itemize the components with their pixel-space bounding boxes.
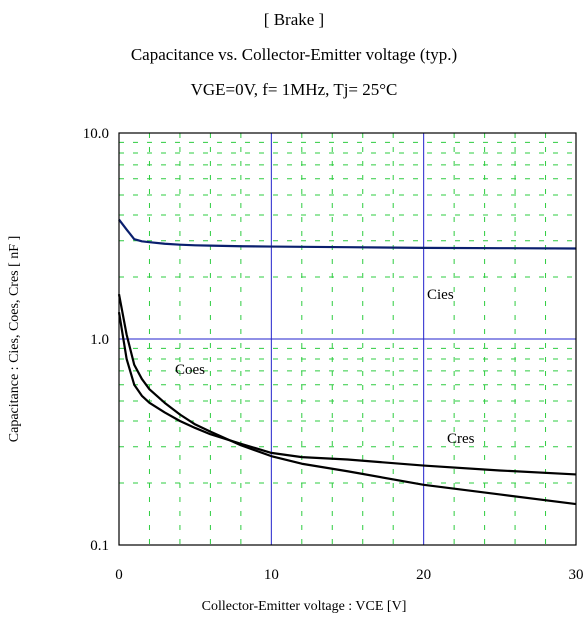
series-line-cres [117, 311, 577, 476]
annotation-cies: Cies [427, 287, 454, 303]
major-grid [119, 133, 576, 545]
chart-conditions: VGE=0V, f= 1MHz, Tj= 25°C [190, 80, 398, 99]
annotation-cres: Cres [447, 431, 475, 447]
annotation-coes: Coes [175, 362, 205, 378]
x-tick-label: 30 [569, 567, 584, 583]
tick-layer: 0 10 20 30 0.1 1.0 10.0 [83, 126, 584, 583]
chart-title: [ Brake ] [263, 10, 325, 29]
series-line-coes [117, 293, 577, 506]
chart-subtitle: Capacitance vs. Collector-Emitter voltag… [130, 45, 458, 64]
x-tick-label: 20 [416, 567, 431, 583]
x-tick-label: 0 [115, 567, 123, 583]
series-layer [117, 218, 577, 506]
minor-grid [119, 133, 576, 545]
series-line-cies [118, 218, 577, 250]
x-axis-label: Collector-Emitter voltage : VCE [V] [202, 599, 407, 614]
y-tick-label: 10.0 [83, 126, 109, 142]
y-axis-label: Capacitance : Cies, Coes, Cres [ nF ] [7, 236, 22, 442]
y-tick-label: 1.0 [90, 332, 109, 348]
y-tick-label: 0.1 [90, 538, 109, 554]
plot-frame [118, 132, 577, 546]
x-tick-label: 10 [264, 567, 279, 583]
